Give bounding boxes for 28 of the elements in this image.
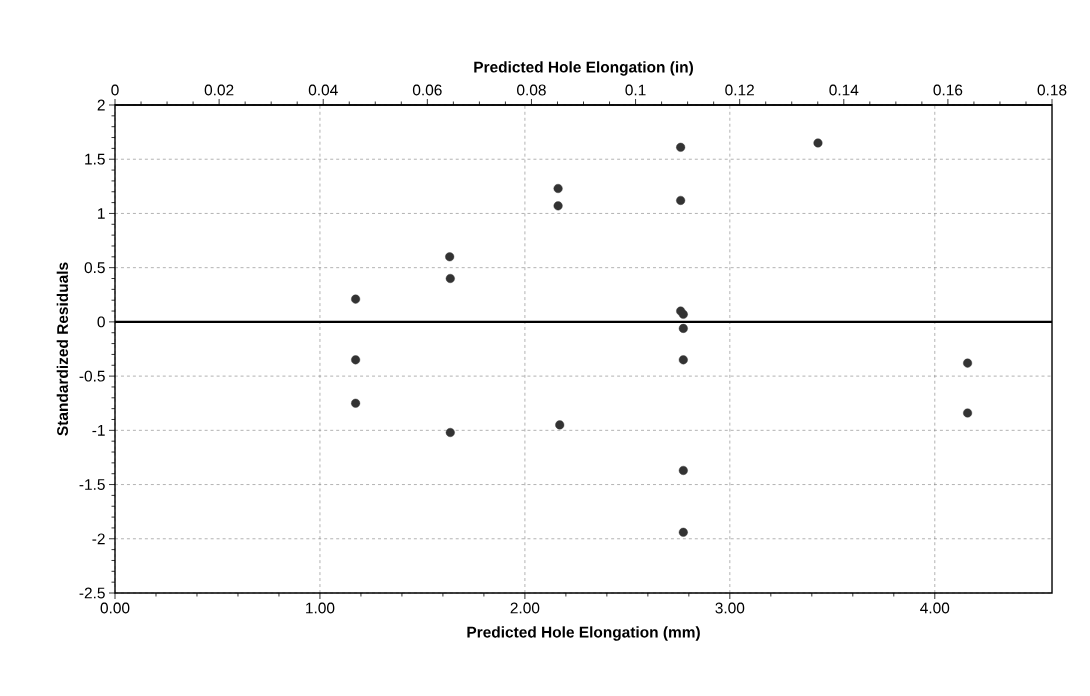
x2-tick-label: 0.02 xyxy=(204,84,234,96)
x2-tick-label: 0.14 xyxy=(829,84,859,96)
y-tick-label: -1 xyxy=(92,425,105,436)
x-tick-label: 1.00 xyxy=(306,602,335,614)
x2-tick-label: 0.1 xyxy=(625,84,646,96)
y-tick-label: 0 xyxy=(97,316,105,328)
x2-tick-label: 0 xyxy=(111,84,119,96)
y-tick-label: -0.5 xyxy=(79,370,105,382)
x2-tick-label: 0.16 xyxy=(933,84,963,96)
x2-tick-label: 0.12 xyxy=(725,84,754,96)
x2-tick-label: 0.04 xyxy=(308,84,338,96)
y-tick-label: 0.5 xyxy=(84,262,105,274)
x-tick-label: 4.00 xyxy=(920,602,950,614)
y-axis-title: Standardized Residuals xyxy=(56,262,69,436)
y-tick-label: -1.5 xyxy=(79,479,105,490)
y-tick-label: -2.5 xyxy=(79,587,105,599)
y-tick-label: 1 xyxy=(98,208,105,219)
x2-tick-label: 0.08 xyxy=(517,84,546,96)
x-tick-label: 3.00 xyxy=(715,602,745,614)
x2-tick-label: 0.06 xyxy=(412,84,442,96)
y-tick-label: 2 xyxy=(97,99,105,111)
x-tick-label: 2.00 xyxy=(510,602,540,614)
y-tick-label: 1.5 xyxy=(85,153,105,165)
y-tick-label: -2 xyxy=(92,533,105,545)
x-axis-title: Predicted Hole Elongation (mm) xyxy=(467,626,700,641)
x2-axis-title: Predicted Hole Elongation (in) xyxy=(474,61,693,76)
x-tick-label: 0.00 xyxy=(100,602,130,614)
x2-tick-label: 0.18 xyxy=(1037,84,1067,96)
